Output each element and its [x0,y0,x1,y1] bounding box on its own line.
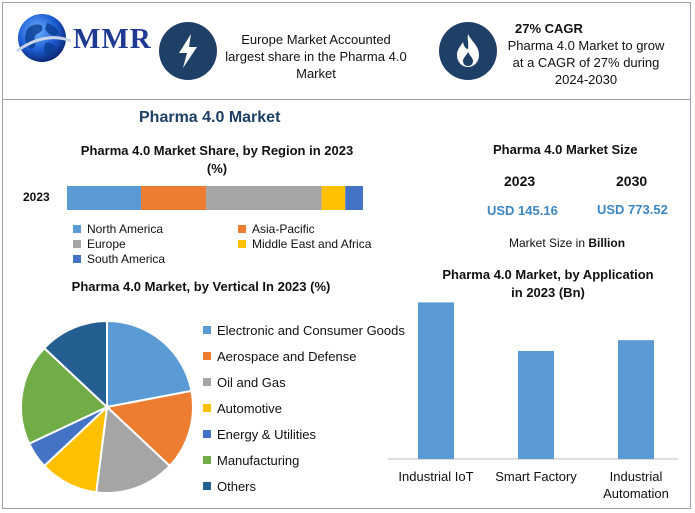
legend-label: Automotive [217,400,283,416]
legend-swatch [203,482,211,490]
region-legend-item: Asia-Pacific [238,222,403,236]
legend-swatch [203,430,211,438]
legend-label: Asia-Pacific [252,222,315,236]
vertical-legend-item: Energy & Utilities [203,421,405,447]
market-size-unit-bold: Billion [588,236,626,250]
vertical-legend-item: Oil and Gas [203,369,405,395]
region-legend-item: Europe [73,237,238,251]
region-chart-title-line: Pharma 4.0 Market Share, by Region in 20… [80,143,354,158]
region-stacked-bar [67,186,363,210]
region-bar-segment-north-america [67,186,141,210]
highlight-cagr: 27% CAGR Pharma 4.0 Market to grow at a … [491,20,681,88]
legend-swatch [203,378,211,386]
application-chart-title-line: Pharma 4.0 Market, by Application [442,267,654,282]
pie-slice-oil-and-gas [95,404,172,494]
application-bar-smart-factory [518,351,554,459]
application-bar-industrial-iot [418,302,454,459]
legend-label: Middle East and Africa [252,237,372,251]
pie-slice-electronic-and-consumer-goods [106,319,193,409]
highlight-icon-circle [159,22,217,80]
region-bar-segment-south-america [345,186,363,210]
vertical-legend-item: Automotive [203,395,405,421]
highlight-title: 27% CAGR [515,21,583,36]
highlight-line: Pharma 4.0 Market to grow [507,38,665,53]
lightning-icon [179,34,197,68]
highlight-icon-circle [439,22,497,80]
vertical-legend: Electronic and Consumer Goods Aerospace a… [203,317,405,499]
application-bar-industrial-automation [618,340,654,459]
region-legend: North America Asia-Pacific Europe Middle Ea… [73,222,403,266]
highlight-line: largest share in the Pharma 4.0 [225,49,407,64]
vertical-pie-chart [20,319,194,494]
highlight-line: Europe Market Accounted [241,32,391,47]
market-size-title: Pharma 4.0 Market Size [493,142,638,157]
globe-icon [16,14,72,62]
application-chart-title: Pharma 4.0 Market, by Application in 202… [423,266,673,302]
pie-slice-others [42,319,108,410]
legend-label: Energy & Utilities [217,426,316,442]
flame-icon [457,34,479,67]
application-tick-label: Industrial IoT [398,469,473,484]
application-tick-label: Automation [603,486,669,501]
vertical-legend-item: Others [203,473,405,499]
region-bar-year-label: 2023 [23,190,50,204]
infographic-frame: MMR Europe Market Accounted largest shar… [2,2,691,509]
logo-text: MMR [73,23,152,55]
legend-label: Oil and Gas [217,374,286,390]
highlight-line: at a CAGR of 27% during [512,55,660,70]
vertical-legend-item: Electronic and Consumer Goods [203,317,405,343]
region-chart-title-line: (%) [206,161,228,176]
market-size-year-2030: 2030 [616,173,648,189]
highlight-line: Market [296,66,336,81]
market-size-year-2023: 2023 [504,173,536,189]
pie-slice-aerospace-and-defense [104,389,194,468]
legend-swatch [73,225,81,233]
legend-swatch [203,456,211,464]
application-chart-title-line: in 2023 (Bn) [511,285,585,300]
legend-label: North America [87,222,164,236]
header-divider [3,99,690,100]
application-tick-label: Industrial [610,469,663,484]
market-size-unit: Market Size in Billion [509,236,625,250]
region-legend-item: Middle East and Africa [238,237,403,251]
legend-label: South America [87,252,166,266]
pie-slice-manufacturing [20,346,109,445]
legend-label: Electronic and Consumer Goods [217,322,405,338]
vertical-legend-item: Manufacturing [203,447,405,473]
market-size-value-2030: USD 773.52 [597,202,668,217]
application-bar-chart: Industrial IoT Smart Factory Industrial Aut… [388,302,678,501]
legend-label: Europe [87,237,126,251]
legend-swatch [203,326,211,334]
vertical-legend-item: Aerospace and Defense [203,343,405,369]
legend-swatch [203,352,211,360]
vertical-chart-title: Pharma 4.0 Market, by Vertical In 2023 (… [71,279,331,294]
legend-swatch [238,240,246,248]
region-chart-title: Pharma 4.0 Market Share, by Region in 20… [61,142,373,178]
region-bar-segment-asia-pacific [141,186,207,210]
market-size-unit-prefix: Market Size in [509,236,589,250]
region-bar-segment-europe [206,186,322,210]
main-title: Pharma 4.0 Market [139,109,281,126]
legend-swatch [203,404,211,412]
region-legend-item: North America [73,222,238,236]
market-size-value-2023: USD 145.16 [487,203,558,218]
legend-label: Aerospace and Defense [217,348,357,364]
application-tick-label: Smart Factory [495,469,577,484]
legend-label: Others [217,478,257,494]
highlight-europe: Europe Market Accounted largest share in… [217,31,415,82]
legend-swatch [73,255,81,263]
legend-swatch [238,225,246,233]
region-legend-item: South America [73,252,238,266]
highlight-line: 2024-2030 [554,72,618,87]
legend-label: Manufacturing [217,452,300,468]
legend-swatch [73,240,81,248]
region-bar-segment-middle-east-and-africa [321,186,346,210]
mmr-logo: MMR [15,11,151,69]
